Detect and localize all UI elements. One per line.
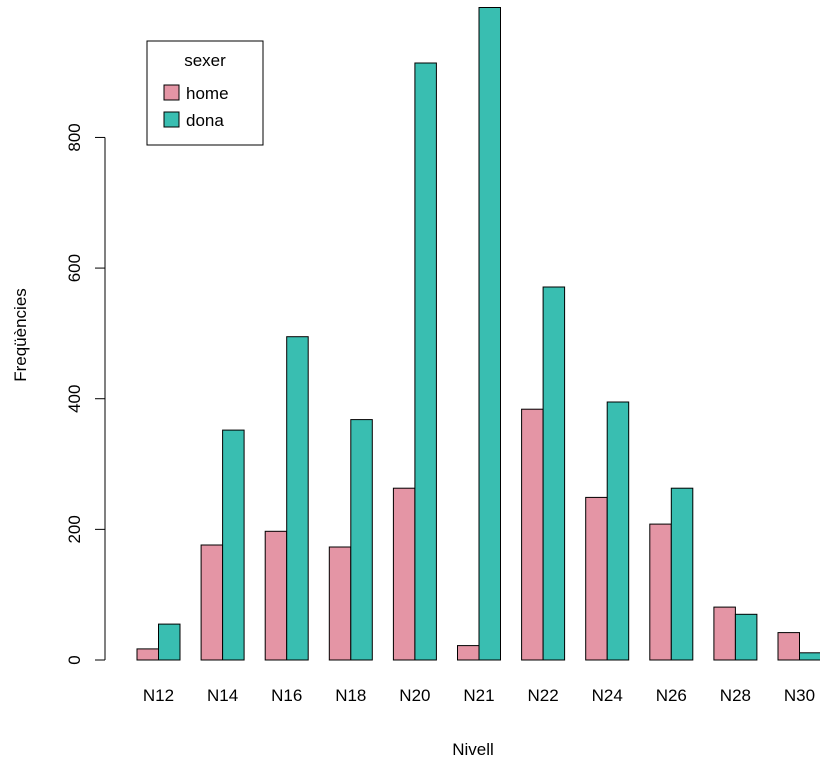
bar-dona-N26	[670, 487, 694, 661]
bar-dona-N20	[414, 62, 437, 661]
bar-home-N16	[264, 530, 288, 661]
y-tick-label: 200	[65, 515, 84, 543]
y-tick-label: 800	[65, 123, 84, 151]
bar-home-N24	[585, 496, 608, 661]
bar-dona-N28	[734, 613, 758, 661]
x-tick-label: N12	[143, 686, 174, 705]
x-tick-label: N22	[528, 686, 559, 705]
legend-label-dona: dona	[186, 111, 224, 130]
bar-home-N14	[200, 544, 224, 661]
bar-home-N21	[457, 645, 480, 661]
bar-dona-N14	[222, 429, 245, 661]
bar-home-N26	[649, 523, 672, 661]
bar-home-N20	[392, 487, 416, 661]
x-tick-label: N20	[399, 686, 430, 705]
y-axis: 0 200 400 600 800	[65, 123, 106, 665]
y-tick-label: 0	[65, 655, 84, 664]
x-tick-label: N24	[592, 686, 623, 705]
bar-home-N28	[713, 606, 736, 661]
y-axis-title: Freqüències	[11, 288, 30, 382]
x-tick-labels: N12 N14 N16 N18 N20 N21 N22 N24 N26 N28 N30	[143, 686, 815, 705]
x-tick-label: N21	[463, 686, 494, 705]
bar-dona-N21	[478, 7, 501, 661]
legend-label-home: home	[186, 84, 229, 103]
x-tick-label: N30	[784, 686, 815, 705]
legend: sexer home dona	[146, 40, 264, 146]
bar-dona-N18	[350, 419, 373, 661]
bars-group	[136, 7, 820, 661]
y-tick-label: 600	[65, 254, 84, 282]
x-tick-label: N28	[720, 686, 751, 705]
legend-swatch-dona	[163, 111, 180, 128]
bar-home-N22	[521, 408, 544, 661]
y-tick-label: 400	[65, 385, 84, 413]
bar-dona-N22	[542, 286, 566, 661]
x-axis-title: Nivell	[452, 740, 494, 759]
bar-dona-N30	[799, 652, 820, 661]
x-tick-label: N18	[335, 686, 366, 705]
bar-dona-N24	[606, 401, 630, 661]
x-tick-label: N26	[656, 686, 687, 705]
legend-swatch-home	[163, 84, 180, 101]
bar-dona-N12	[158, 623, 181, 661]
bar-home-N12	[136, 648, 159, 661]
x-tick-label: N16	[271, 686, 302, 705]
x-tick-label: N14	[207, 686, 238, 705]
bar-home-N18	[328, 546, 352, 661]
legend-title: sexer	[184, 51, 226, 70]
bar-home-N30	[777, 632, 800, 661]
bar-dona-N16	[286, 336, 309, 661]
